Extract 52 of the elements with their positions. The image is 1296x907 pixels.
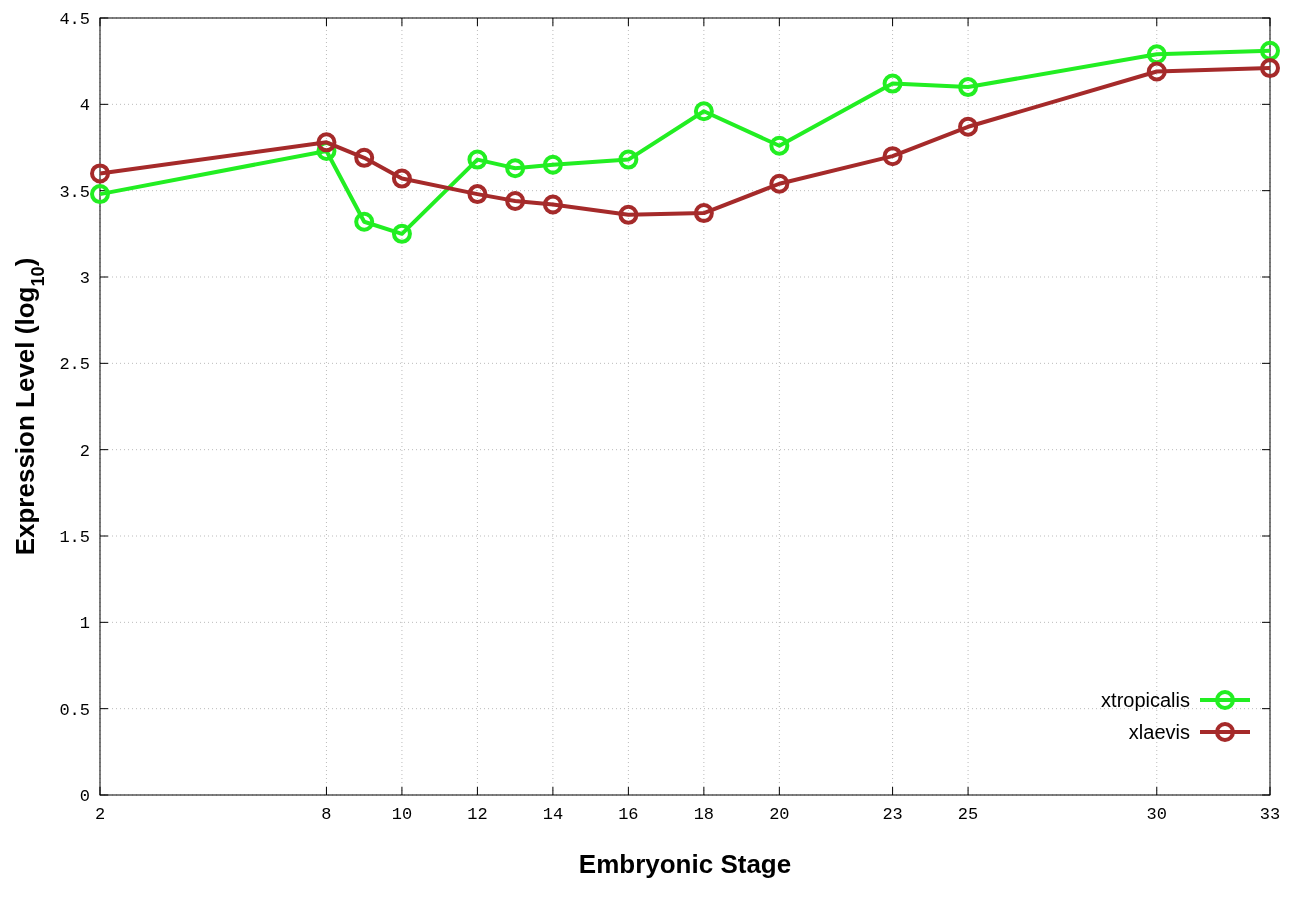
point — [1146, 44, 1167, 65]
point — [882, 73, 903, 94]
point — [90, 184, 110, 205]
point — [618, 149, 639, 170]
x-tick-label: 2 — [94, 805, 106, 824]
point — [467, 184, 488, 205]
point — [505, 158, 526, 179]
point — [618, 204, 639, 225]
point — [90, 163, 110, 184]
y-tick-label: 3 — [79, 269, 90, 288]
point — [542, 194, 563, 215]
legend-label: xtropicalis — [1101, 689, 1190, 711]
y-tick-label: 2.5 — [59, 355, 90, 375]
x-tick-label: 20 — [769, 805, 790, 824]
x-axis-title: Embryonic Stage — [578, 849, 792, 879]
x-tick-label: 12 — [467, 805, 488, 824]
y-tick-label: 0 — [79, 787, 90, 806]
point — [693, 203, 714, 224]
point — [1260, 40, 1280, 61]
point — [882, 146, 903, 167]
y-tick-label: 1 — [79, 614, 90, 634]
point — [769, 173, 790, 194]
x-tick-label: 33 — [1259, 805, 1281, 824]
point — [958, 116, 979, 137]
x-tick-label: 10 — [391, 805, 413, 824]
point — [354, 211, 375, 232]
point — [542, 154, 563, 175]
y-tick-label: 3.5 — [59, 182, 90, 202]
x-tick-label: 30 — [1146, 805, 1167, 824]
y-tick-label: 1.5 — [59, 528, 90, 547]
y-tick-label: 4 — [79, 96, 90, 116]
point — [354, 147, 375, 168]
x-tick-label: 16 — [618, 805, 639, 824]
point — [769, 135, 790, 156]
point — [958, 77, 979, 98]
y-tick-label: 2 — [79, 441, 90, 461]
point — [1146, 61, 1167, 82]
point — [693, 101, 714, 122]
x-tick-label: 18 — [693, 805, 715, 824]
y-tick-label: 0.5 — [59, 700, 90, 720]
x-tick-label: 14 — [542, 805, 564, 824]
point — [467, 149, 488, 170]
point — [391, 168, 412, 189]
x-tick-label: 25 — [957, 805, 979, 824]
point — [316, 132, 337, 153]
point — [1260, 58, 1280, 79]
point — [505, 191, 526, 212]
point — [391, 223, 412, 244]
x-tick-label: 8 — [321, 805, 332, 824]
y-tick-label: 4.5 — [59, 10, 90, 29]
legend-label: xlaevis — [1128, 721, 1190, 743]
x-tick-label: 23 — [882, 805, 903, 824]
